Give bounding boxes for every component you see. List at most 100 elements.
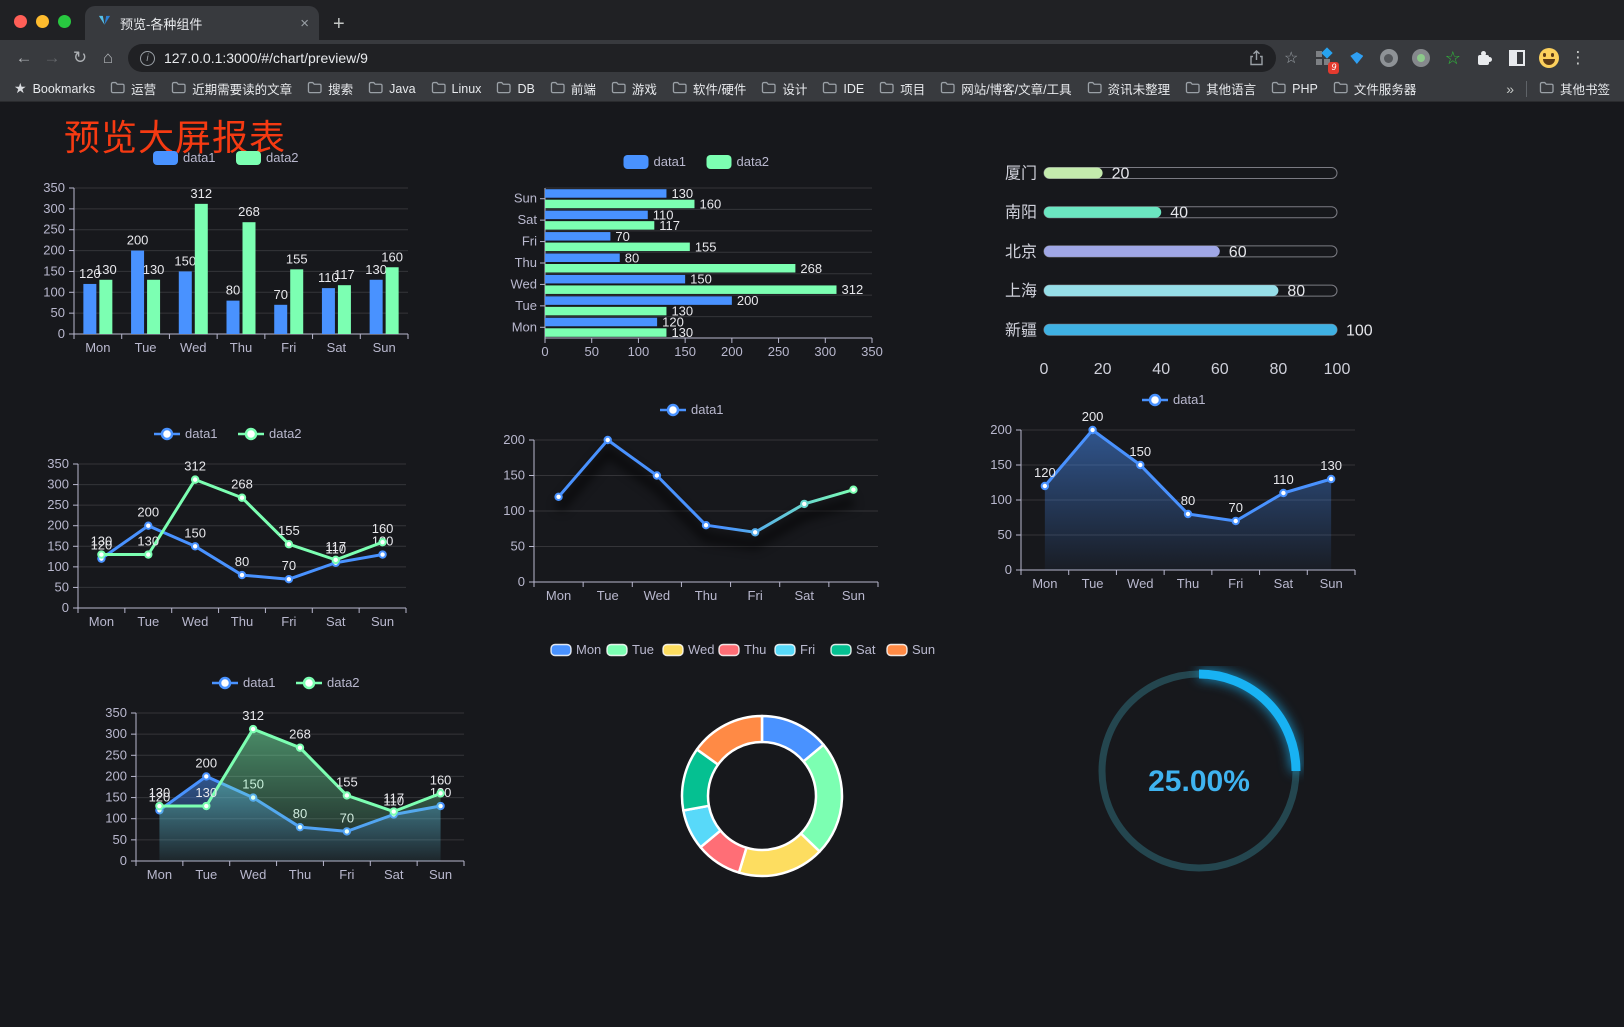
bookmark-folder-item[interactable]: DB	[496, 79, 535, 98]
pie-slice-Wed[interactable]	[737, 832, 821, 878]
svg-text:Tue: Tue	[515, 298, 537, 313]
legend-item-Mon[interactable]: Mon	[550, 642, 601, 657]
legend-item-data1[interactable]: data1	[623, 154, 687, 169]
legend-item-data1[interactable]: data1	[212, 675, 276, 690]
bookmark-folder-item[interactable]: Java	[368, 79, 416, 98]
new-tab-button[interactable]: +	[333, 13, 345, 35]
bookmark-folder-item[interactable]: 前端	[550, 79, 596, 98]
legend-item-data2[interactable]: data2	[296, 675, 360, 690]
multi-area-chart[interactable]: data1 data2 0 50 100 150 200 250 300 350 Mon Tue Wed…	[100, 671, 474, 889]
back-icon[interactable]: ←	[15, 48, 33, 67]
bookmark-folder-item[interactable]: IDE	[822, 79, 864, 98]
dark-mode-toggle-icon[interactable]	[1504, 46, 1529, 71]
extension-gray-circle-icon[interactable]	[1376, 46, 1401, 71]
gauge-chart[interactable]: 25.00%	[1094, 666, 1304, 876]
folder-icon	[431, 81, 446, 97]
svg-text:250: 250	[768, 344, 790, 359]
bookmark-folder-item[interactable]: 项目	[879, 79, 925, 98]
bookmark-folder-item[interactable]: 资讯未整理	[1087, 79, 1170, 98]
svg-text:130: 130	[671, 304, 693, 319]
svg-text:0: 0	[120, 853, 127, 868]
url-text[interactable]: 127.0.0.1:3000/#/chart/preview/9	[164, 50, 368, 66]
extensions-puzzle-icon[interactable]	[1472, 46, 1497, 71]
tab-close-icon[interactable]: ×	[300, 14, 309, 32]
extension-green-dot-icon[interactable]	[1408, 46, 1433, 71]
bookmark-folder-item[interactable]: 运营	[110, 79, 156, 98]
multi-line-chart[interactable]: data1 data2 0 50 100 150 200 250 300 350 Mon Tue Wed…	[42, 422, 416, 636]
folder-icon	[1087, 81, 1102, 97]
svg-text:Fri: Fri	[1228, 576, 1243, 591]
series-data2: 130 130 312 268 155 117 160	[95, 186, 403, 334]
series-data1	[554, 435, 858, 549]
svg-text:150: 150	[674, 344, 696, 359]
reload-icon[interactable]: ↻	[72, 48, 88, 67]
bookmark-folder-item[interactable]: 文件服务器	[1333, 79, 1416, 98]
svg-text:Tue: Tue	[632, 642, 654, 657]
legend-item-data2[interactable]: data2	[706, 154, 770, 169]
svg-text:Thu: Thu	[744, 642, 766, 657]
legend-item-data1[interactable]: data1	[660, 402, 724, 417]
svg-text:Fri: Fri	[281, 614, 296, 629]
single-area-chart[interactable]: data1 0 50 100 150 200 Mon Tue Wed Thu Fri Sat Sun 12…	[985, 388, 1365, 598]
bookmark-folder-item[interactable]: 近期需要读的文章	[171, 79, 292, 98]
emoji-extension-icon[interactable]	[1536, 46, 1561, 71]
pie-slice-Tue[interactable]	[799, 743, 844, 853]
maximize-window-button[interactable]	[58, 14, 71, 28]
svg-text:100: 100	[503, 503, 525, 518]
bookmarks-overflow-icon[interactable]: »	[1506, 80, 1514, 97]
bookmarks-root[interactable]: ★ Bookmarks	[14, 80, 95, 97]
bookmark-folder-item[interactable]: Linux	[431, 79, 481, 98]
minimize-window-button[interactable]	[36, 14, 49, 28]
horizontal-bar-chart[interactable]: data1 data2 0 50 100 150 200 250 300 350 Sun Sat Fri…	[505, 150, 890, 364]
legend-item-Tue[interactable]: Tue	[606, 642, 654, 657]
svg-text:0: 0	[1040, 361, 1049, 378]
grouped-bar-chart[interactable]: data1 data2 0 50 100 150 200 250 300 350 Mon Tue Wed…	[38, 146, 416, 362]
svg-text:350: 350	[105, 705, 127, 720]
site-info-icon[interactable]: i	[140, 50, 155, 66]
progress-bars-chart[interactable]: 厦门 20 南阳 40 北京 60 上海 80 新疆 100 0 20 40 60 80 100	[993, 158, 1381, 388]
svg-text:300: 300	[814, 344, 836, 359]
svg-text:110: 110	[383, 793, 404, 808]
home-icon[interactable]: ⌂	[102, 48, 114, 67]
bookmark-folder-item[interactable]: 网站/博客/文章/工具	[940, 79, 1072, 98]
legend-item-Sat[interactable]: Sat	[830, 642, 876, 657]
bookmark-folder-item[interactable]: 软件/硬件	[672, 79, 746, 98]
bookmark-folder-item[interactable]: PHP	[1271, 79, 1318, 98]
legend-item-Fri[interactable]: Fri	[774, 642, 815, 657]
extension-green-star-icon[interactable]: ☆	[1444, 48, 1461, 68]
bookmark-folder-item[interactable]: 其他语言	[1185, 79, 1256, 98]
bookmark-folder-item[interactable]: 搜索	[307, 79, 353, 98]
svg-text:117: 117	[383, 791, 404, 806]
svg-text:312: 312	[184, 459, 206, 474]
browser-menu-icon[interactable]: ⋮	[1569, 48, 1587, 67]
address-bar[interactable]: i 127.0.0.1:3000/#/chart/preview/9	[128, 44, 1276, 72]
legend-item-Wed[interactable]: Wed	[662, 642, 715, 657]
legend-item-Sun[interactable]: Sun	[886, 642, 935, 657]
svg-text:350: 350	[861, 344, 883, 359]
bookmark-folder-item[interactable]: 游戏	[611, 79, 657, 98]
svg-text:268: 268	[289, 727, 311, 742]
legend-item-data2[interactable]: data2	[236, 150, 299, 165]
donut-chart[interactable]: Mon Tue Wed Thu Fri Sat Sun	[548, 638, 936, 974]
legend-item-data1[interactable]: data1	[153, 150, 216, 165]
extension-gem-icon[interactable]	[1344, 46, 1369, 71]
svg-text:Thu: Thu	[230, 340, 252, 355]
extension-badge: 9	[1328, 61, 1340, 74]
pie-slice-Sun[interactable]	[695, 714, 764, 766]
browser-tab[interactable]: 预览-各种组件 ×	[85, 6, 319, 40]
gradient-line-chart[interactable]: data1 0 50 100 150 200 Mon Tue Wed Thu Fri Sat Sun	[498, 398, 888, 610]
legend-item-data1[interactable]: data1	[1142, 392, 1206, 407]
series-data1: 120 200 150 80 70 110 130	[79, 233, 387, 334]
bookmark-star-icon[interactable]: ☆	[1284, 50, 1299, 67]
other-bookmarks-folder[interactable]: 其他书签	[1539, 79, 1610, 98]
share-icon[interactable]	[1249, 50, 1264, 66]
legend-item-Thu[interactable]: Thu	[718, 642, 766, 657]
legend-item-data1[interactable]: data1	[154, 426, 218, 441]
bookmark-folder-item[interactable]: 设计	[761, 79, 807, 98]
folder-icon	[940, 81, 955, 97]
legend-item-data2[interactable]: data2	[238, 426, 302, 441]
extension-grid-icon[interactable]: 9	[1312, 46, 1340, 74]
forward-icon[interactable]: →	[43, 48, 61, 67]
close-window-button[interactable]	[14, 14, 27, 28]
svg-text:100: 100	[47, 559, 69, 574]
